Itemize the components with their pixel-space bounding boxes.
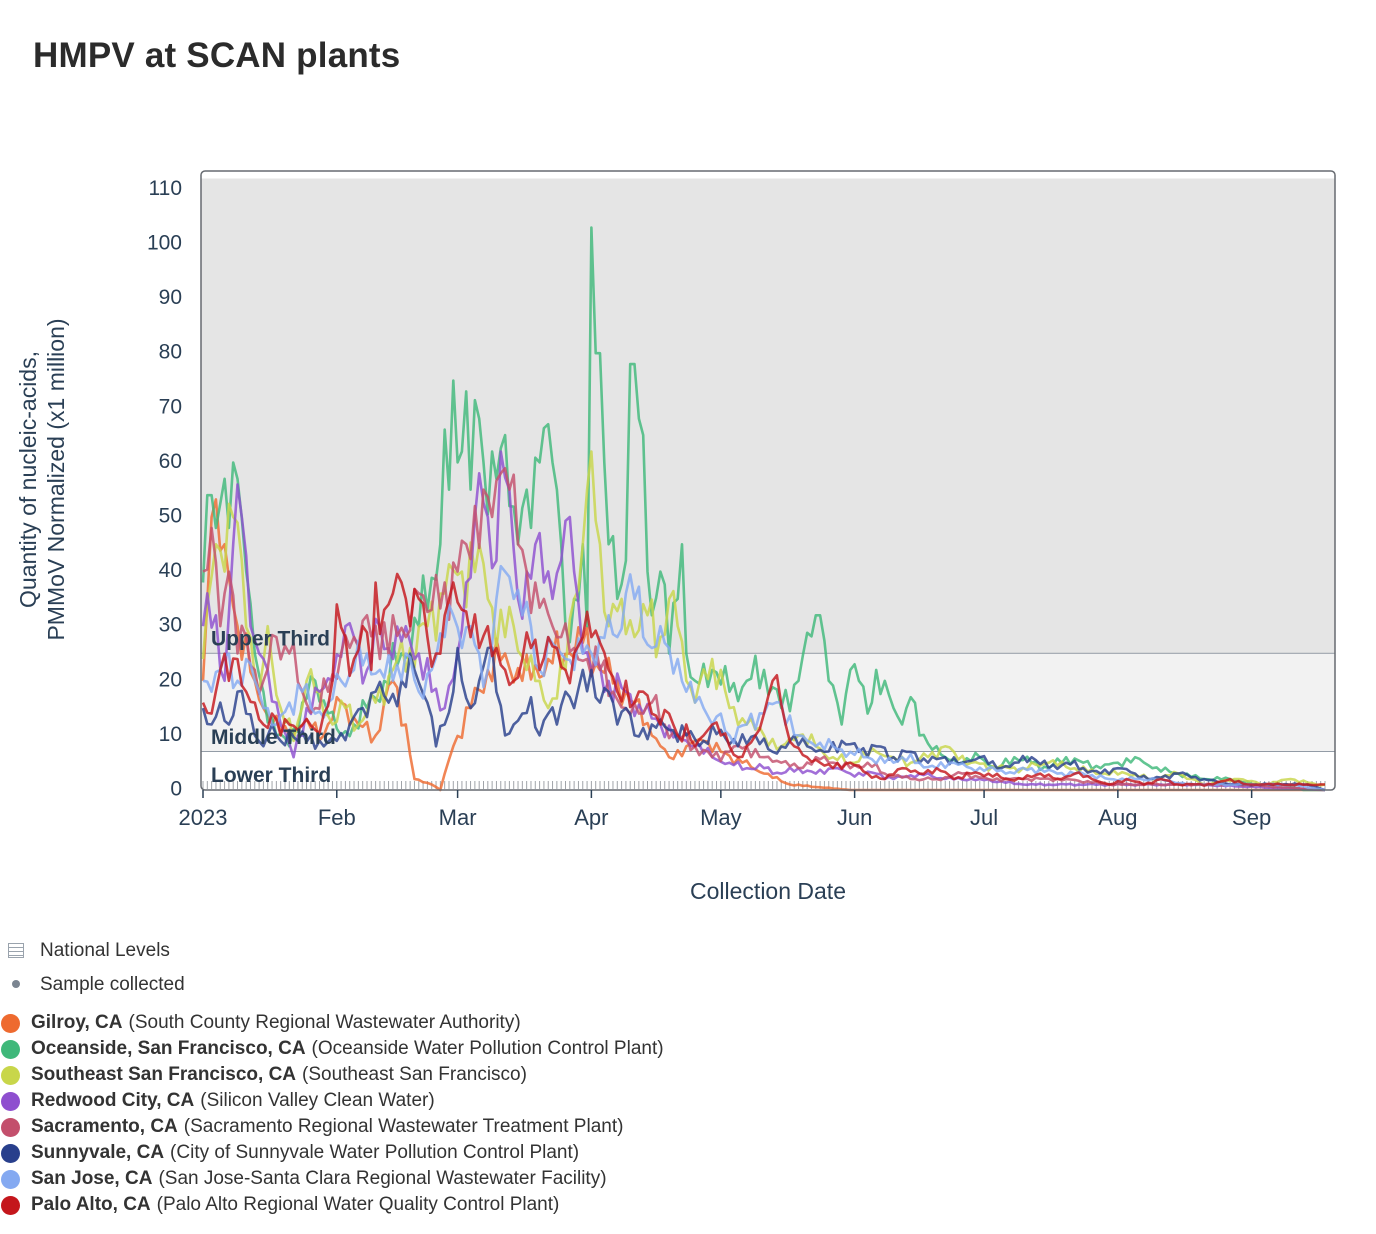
chart: Upper Third Middle Third Lower Third 0 10 20… [15, 170, 1336, 904]
legend-color-dot-icon [1, 1169, 20, 1189]
legend-facility: (Oceanside Water Pollution Control Plant… [311, 1038, 664, 1059]
legend-city: Sunnyvale, CA [31, 1142, 165, 1163]
legend-facility: (City of Sunnyvale Water Pollution Contr… [170, 1142, 580, 1163]
y-tick-label: 110 [149, 177, 182, 200]
y-tick-label: 0 [170, 778, 182, 801]
y-tick-label: 70 [159, 395, 182, 418]
y-axis-title-line: Quantity of nucleic-acids, [15, 351, 41, 608]
y-axis-title-line: PMMoV Normalized (x1 million) [43, 318, 69, 640]
y-tick-label: 20 [159, 668, 182, 691]
legend-sample-collected[interactable]: Sample collected [0, 968, 664, 1002]
legend-national-levels[interactable]: National Levels [0, 934, 664, 968]
series-line-sunnyvale-ca[interactable] [201, 646, 1326, 792]
legend-item[interactable]: Sunnyvale, CA (City of Sunnyvale Water Po… [0, 1140, 664, 1166]
national-levels-icon [8, 943, 24, 958]
legend-color-dot-icon [1, 1195, 20, 1215]
plot-frame [200, 170, 1336, 791]
series-lines [201, 226, 1326, 792]
y-axis: 0 10 20 30 40 50 60 70 80 90 100 110 [147, 177, 182, 801]
x-tick-label: Jul [970, 805, 998, 830]
x-tick-label: Mar [439, 805, 477, 830]
legend-city: San Jose, CA [31, 1168, 153, 1189]
band-label: Upper Third [211, 628, 330, 651]
legend-color-dot-icon [1, 1091, 20, 1111]
band-labels: Upper Third Middle Third Lower Third [211, 628, 336, 788]
legend-plants: Gilroy, CA (South County Regional Wastewa… [0, 1010, 664, 1218]
sample-dot-icon [12, 980, 20, 988]
legend-city: Redwood City, CA [31, 1090, 195, 1111]
band-label: Middle Third [211, 726, 336, 749]
x-tick-label: Apr [574, 805, 608, 830]
legend-city: Palo Alto, CA [31, 1194, 151, 1215]
y-tick-label: 60 [159, 450, 182, 473]
x-tick-label: Feb [318, 805, 356, 830]
y-tick-label: 10 [159, 723, 182, 746]
y-tick-label: 90 [159, 286, 182, 309]
x-axis-title: Collection Date [690, 878, 846, 904]
legend-item[interactable]: San Jose, CA (San Jose-Santa Clara Region… [0, 1166, 664, 1192]
legend-facility: (Palo Alto Regional Water Quality Contro… [156, 1194, 560, 1215]
y-tick-label: 40 [159, 559, 182, 582]
legend-facility: (Southeast San Francisco) [302, 1064, 527, 1085]
legend-item[interactable]: Southeast San Francisco, CA (Southeast Sa… [0, 1062, 664, 1088]
legend-item[interactable]: Redwood City, CA (Silicon Valley Clean Wa… [0, 1088, 664, 1114]
x-tick-label: May [700, 805, 742, 830]
legend-color-dot-icon [1, 1039, 20, 1059]
legend-facility: (San Jose-Santa Clara Regional Wastewate… [158, 1168, 607, 1189]
band-label: Lower Third [211, 764, 331, 787]
y-axis-title: Quantity of nucleic-acids,PMMoV Normaliz… [15, 318, 69, 640]
legend-item[interactable]: Gilroy, CA (South County Regional Wastewa… [0, 1010, 664, 1036]
legend-city: Southeast San Francisco, CA [31, 1064, 297, 1085]
legend-color-dot-icon [1, 1117, 20, 1137]
legend-city: Gilroy, CA [31, 1012, 123, 1033]
y-tick-label: 50 [159, 505, 182, 528]
x-tick-label: 2023 [179, 805, 228, 830]
legend-label: National Levels [40, 940, 170, 961]
legend-facility: (South County Regional Wastewater Author… [128, 1012, 521, 1033]
legend-item[interactable]: Palo Alto, CA (Palo Alto Regional Water Q… [0, 1192, 664, 1218]
y-tick-label: 100 [147, 232, 182, 255]
legend-color-dot-icon [1, 1143, 20, 1163]
y-tick-label: 30 [159, 614, 182, 637]
legend-label: Sample collected [40, 974, 185, 995]
x-tick-label: Aug [1098, 805, 1137, 830]
legend-facility: (Silicon Valley Clean Water) [200, 1090, 435, 1111]
legend-item[interactable]: Oceanside, San Francisco, CA (Oceanside W… [0, 1036, 664, 1062]
band-upper-third [201, 178, 1335, 654]
legend-color-dot-icon [1, 1065, 20, 1085]
series-line-sacramento-ca[interactable] [202, 466, 1326, 792]
legend-color-dot-icon [1, 1013, 20, 1033]
x-tick-label: Sep [1232, 805, 1271, 830]
y-tick-label: 80 [159, 341, 182, 364]
x-tick-label: Jun [837, 805, 872, 830]
legend: National Levels Sample collected Gilroy,… [0, 934, 664, 1218]
x-axis: 2023 Feb Mar Apr May Jun Jul Aug Sep [179, 790, 1271, 830]
chart-title: HMPV at SCAN plants [33, 36, 401, 75]
legend-city: Oceanside, San Francisco, CA [31, 1038, 306, 1059]
legend-city: Sacramento, CA [31, 1116, 178, 1137]
legend-item[interactable]: Sacramento, CA (Sacramento Regional Waste… [0, 1114, 664, 1140]
series-line-palo-alto-ca[interactable] [201, 572, 1326, 787]
legend-facility: (Sacramento Regional Wastewater Treatmen… [183, 1116, 624, 1137]
